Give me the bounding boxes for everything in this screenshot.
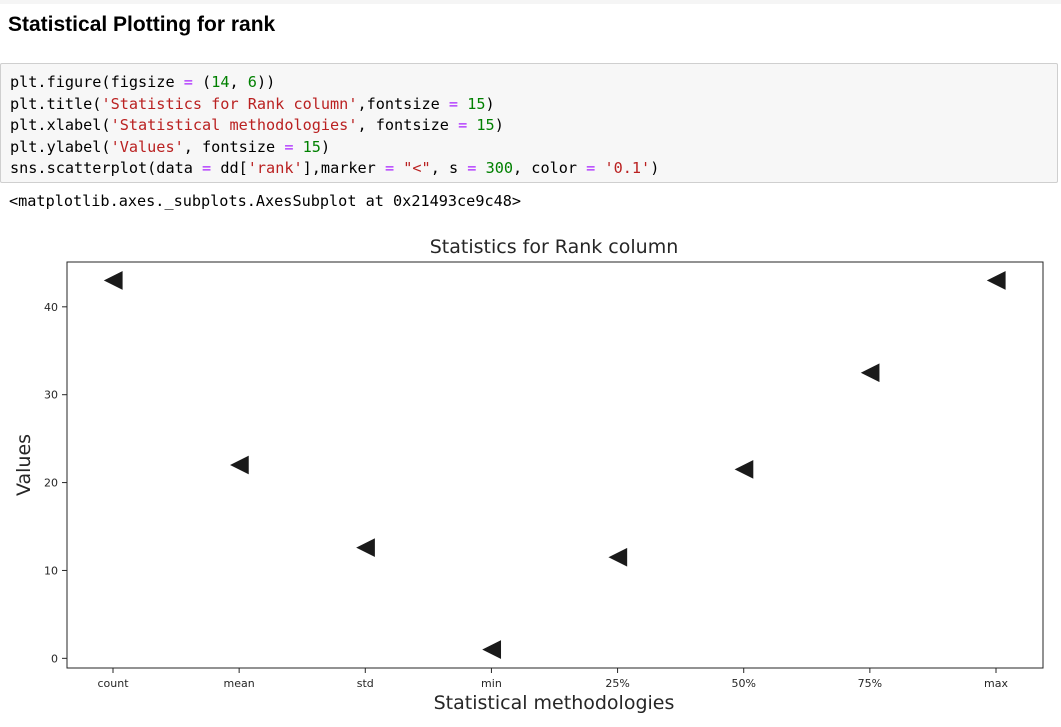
code-token: =: [467, 159, 477, 177]
code-token: [458, 95, 467, 113]
x-tick-label: mean: [224, 677, 255, 690]
code-token: [394, 159, 403, 177]
code-token: =: [586, 159, 596, 177]
code-token: =: [458, 116, 468, 134]
code-token: "<": [403, 159, 431, 177]
code-token: , color: [513, 159, 587, 177]
code-token: plt.ylabel(: [10, 137, 111, 156]
section-title: Statistical Plotting for rank: [8, 13, 276, 36]
scatter-chart: Statistics for Rank column 0 10 20 30 40 cou…: [13, 236, 1044, 714]
chart-title: Statistics for Rank column: [430, 236, 679, 258]
code-token: 'Statistical methodologies': [110, 116, 358, 134]
code-token: 6: [247, 73, 257, 91]
data-point-mean: [228, 454, 250, 476]
code-token: ],marker: [302, 159, 385, 177]
x-tick-label: 50%: [731, 677, 755, 690]
code-token: ): [320, 137, 331, 156]
code-token: 'Values': [110, 137, 184, 156]
code-line: plt.title('Statistics for Rank column',f…: [10, 94, 1057, 116]
code-token: ,fontsize: [357, 94, 449, 113]
code-token: dd[: [211, 159, 248, 177]
code-token: sns.scatterplot(data: [10, 159, 203, 177]
y-tick-label: 20: [44, 477, 58, 490]
code-line: sns.scatterplot(data = dd['rank'],marker…: [10, 158, 1057, 180]
code-token: [294, 138, 303, 156]
code-token: ): [494, 116, 504, 134]
y-tick-label: 10: [44, 564, 58, 577]
code-token: 15: [467, 94, 486, 113]
x-axis-label: Statistical methodologies: [434, 692, 675, 714]
code-token: ,: [229, 73, 248, 91]
data-point-25pct: [606, 546, 628, 568]
y-tick-label: 40: [44, 301, 58, 314]
code-line: plt.figure(figsize = (14, 6)): [10, 72, 1057, 94]
code-token: (: [192, 73, 212, 91]
data-point-75pct: [858, 362, 881, 384]
code-token: , fontsize: [183, 137, 285, 156]
code-token: =: [183, 73, 193, 91]
code-token: 14: [211, 73, 230, 91]
code-token: '0.1': [604, 159, 651, 177]
top-divider: [0, 0, 1061, 4]
y-tick-label: 30: [44, 389, 58, 402]
code-token: =: [448, 94, 459, 113]
data-point-min: [480, 638, 502, 661]
code-token: plt.figure(figsize: [10, 73, 184, 91]
x-tick-label: max: [984, 677, 1008, 690]
code-token: , fontsize: [357, 116, 459, 134]
code-token: )): [256, 73, 276, 91]
x-tick-label: count: [97, 677, 129, 690]
code-line: plt.xlabel('Statistical methodologies', …: [10, 115, 1057, 137]
data-point-std: [354, 536, 376, 559]
data-point-max: [985, 269, 1007, 292]
code-token: 'rank': [247, 159, 303, 177]
code-token: =: [384, 159, 395, 177]
cell-output-text: <matplotlib.axes._subplots.AxesSubplot a…: [9, 192, 522, 210]
plot-frame: [66, 261, 1044, 669]
y-tick-label: 0: [51, 652, 58, 665]
code-token: , s: [430, 159, 468, 177]
code-token: ): [485, 94, 495, 113]
data-points: [102, 269, 1007, 661]
code-token: [476, 159, 485, 177]
x-tick-label: std: [357, 677, 374, 690]
data-point-50pct: [732, 458, 755, 481]
code-token: 15: [302, 137, 321, 156]
x-axis-ticks: count mean std min 25% 50% 75% max: [97, 668, 1008, 690]
x-tick-label: 75%: [858, 677, 882, 690]
code-token: 300: [485, 159, 514, 177]
x-tick-label: min: [481, 677, 502, 690]
code-token: plt.xlabel(: [10, 116, 111, 134]
code-line: plt.ylabel('Values', fontsize = 15): [10, 137, 1057, 159]
code-token: ): [650, 159, 660, 177]
y-axis-label: Values: [13, 434, 35, 496]
data-point-count: [102, 269, 124, 292]
code-cell[interactable]: plt.figure(figsize = (14, 6)) plt.title('…: [0, 63, 1058, 183]
y-axis-ticks: 0 10 20 30 40: [44, 301, 67, 665]
code-token: plt.title(: [10, 94, 102, 113]
code-token: 'Statistics for Rank column': [101, 94, 358, 113]
x-tick-label: 25%: [605, 677, 629, 690]
code-token: =: [202, 159, 212, 177]
code-token: =: [284, 137, 294, 156]
code-token: 15: [476, 116, 495, 134]
